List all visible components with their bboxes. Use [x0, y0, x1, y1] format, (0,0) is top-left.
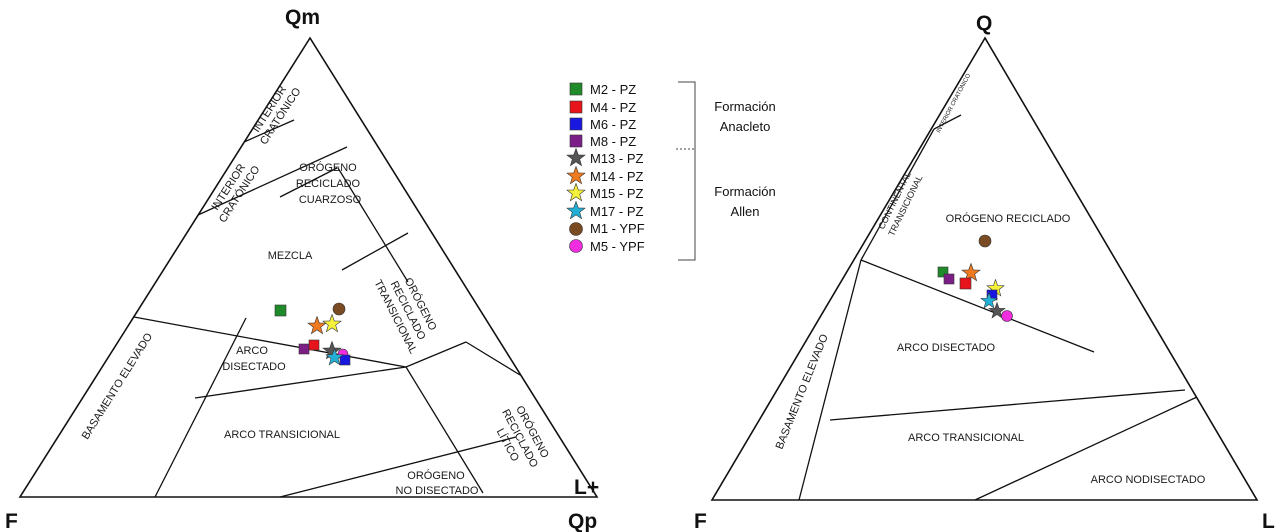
field-label: CUARZOSO — [299, 194, 362, 206]
right-field-label-interior-cratonico: INTERIOR CRATÓNICO — [935, 72, 972, 134]
legend-marker-m4 — [569, 100, 583, 114]
point-m1-right — [978, 234, 992, 248]
left-field-label-interior-cratonico: INTERIOR CRATÓNICO — [209, 162, 262, 225]
left-field-label-arco-transicional: ARCO TRANSICIONAL — [224, 429, 340, 441]
point-m6-left — [339, 354, 351, 366]
left-field-label-orogeno-cuarzoso: ORÓGENO RECICLADO CUARZOSO — [296, 161, 362, 206]
left-triangle-outline — [18, 36, 599, 498]
left-field-label-orogeno-transicional: ORÓGENO RECICLADO TRANSICIONAL — [371, 276, 439, 356]
legend-label-m14: M14 - PZ — [590, 169, 644, 184]
legend-marker-m5 — [569, 239, 583, 253]
point-m8-left — [298, 343, 310, 355]
legend-marker-m13 — [566, 148, 586, 167]
legend-labels: M2 - PZ M4 - PZ M6 - PZ M8 - PZ M13 - PZ… — [590, 82, 645, 254]
right-field-label-basamento: BASAMENTO ELEVADO — [774, 332, 831, 451]
point-m14-left — [307, 316, 327, 335]
point-m2-left — [274, 304, 287, 317]
right-field-label-arco-disectado: ARCO DISECTADO — [897, 342, 996, 354]
legend-marker-m6 — [569, 117, 583, 131]
left-field-boundaries — [133, 119, 521, 498]
left-vertex-qp: Qp — [568, 510, 597, 532]
left-field-label-basamento: BASAMENTO ELEVADO — [80, 331, 156, 442]
legend-label-m6: M6 - PZ — [590, 117, 636, 132]
legend-marker-m14 — [566, 166, 586, 185]
right-vertex-l: L — [1262, 510, 1275, 532]
point-m4-left — [308, 339, 320, 351]
legend-label-m17: M17 - PZ — [590, 204, 644, 219]
legend-label-m4: M4 - PZ — [590, 100, 636, 115]
left-vertex-lplus: L+ — [574, 476, 599, 499]
left-field-label-no-disectado: ORÓGENO NO DISECTADO — [396, 469, 479, 497]
point-m15-left — [322, 314, 342, 333]
point-m4-right — [959, 277, 972, 290]
left-ternary-diagram: Qm F L+ Qp INTERIOR CRATÓNICO INTERIOR C… — [5, 6, 599, 532]
field-label: DISECTADO — [222, 361, 286, 373]
right-field-label-continental-transicional: CONTINENTAL TRANSICIONAL — [876, 170, 924, 238]
field-label: ARCO — [236, 345, 268, 357]
right-field-label-orogeno-reciclado: ORÓGENO RECICLADO — [946, 212, 1071, 225]
group-allen-line2: Allen — [731, 204, 760, 219]
legend: M2 - PZ M4 - PZ M6 - PZ M8 - PZ M13 - PZ… — [566, 81, 776, 261]
legend-markers — [566, 82, 586, 253]
group-anacleto-line1: Formación — [714, 99, 775, 114]
left-field-label-mezcla: MEZCLA — [268, 250, 313, 262]
right-vertex-f: F — [694, 510, 707, 532]
left-vertex-qm: Qm — [285, 6, 320, 29]
left-sample-points — [274, 302, 351, 366]
field-label: RECICLADO — [296, 178, 361, 190]
right-sample-points — [937, 234, 1013, 322]
right-vertex-q: Q — [976, 12, 992, 35]
right-triangle-outline — [710, 36, 1259, 501]
right-field-label-arco-transicional: ARCO TRANSICIONAL — [908, 432, 1024, 444]
right-field-label-arco-nodisectado: ARCO NODISECTADO — [1091, 474, 1206, 486]
legend-marker-m15 — [566, 183, 586, 202]
legend-label-m1: M1 - YPF — [590, 221, 645, 236]
right-ternary-diagram: Q F L INTERIOR CRATÓNICO CONTINENTAL TRA… — [694, 12, 1275, 532]
point-m1-left — [332, 302, 346, 316]
group-allen-line1: Formación — [714, 184, 775, 199]
point-m2-right — [937, 266, 949, 278]
legend-marker-m8 — [569, 134, 583, 148]
legend-marker-m1 — [569, 222, 583, 236]
field-label: ORÓGENO — [299, 161, 357, 174]
legend-label-m2: M2 - PZ — [590, 82, 636, 97]
group-anacleto-line2: Anacleto — [720, 119, 771, 134]
legend-marker-m17 — [566, 201, 586, 220]
legend-label-m15: M15 - PZ — [590, 186, 644, 201]
point-m5-right — [1001, 310, 1013, 322]
legend-label-m13: M13 - PZ — [590, 151, 644, 166]
field-label: NO DISECTADO — [396, 485, 479, 497]
legend-label-m8: M8 - PZ — [590, 134, 636, 149]
legend-marker-m2 — [569, 82, 583, 96]
left-field-label-arco-disectado: ARCO DISECTADO — [222, 345, 286, 373]
field-label: ORÓGENO — [407, 469, 465, 482]
left-vertex-f: F — [5, 510, 18, 532]
right-field-boundaries — [798, 114, 1198, 501]
legend-label-m5: M5 - YPF — [590, 239, 645, 254]
legend-group-bracket — [676, 81, 696, 261]
point-m8-right — [943, 273, 955, 285]
